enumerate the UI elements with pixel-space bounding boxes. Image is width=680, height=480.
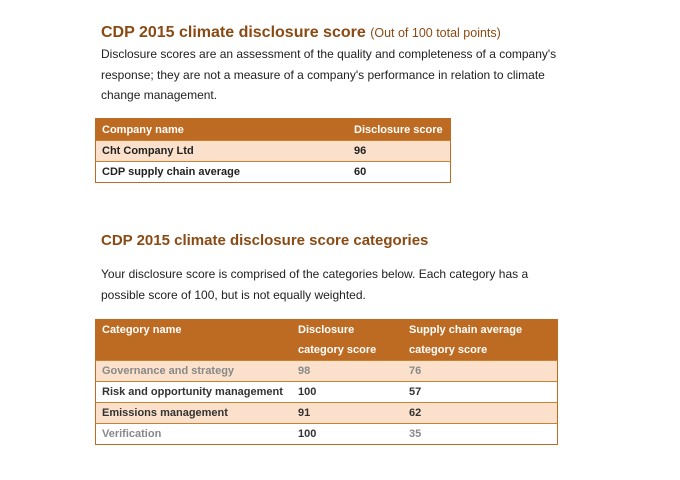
category-name-cell: Risk and opportunity management <box>95 381 292 403</box>
score-heading: CDP 2015 climate disclosure score (Out o… <box>101 24 501 42</box>
disclosure-score-table: Company name Disclosure score Cht Compan… <box>95 118 451 183</box>
column-header-supply-line1: Supply chain average <box>409 324 523 336</box>
score-cell: 60 <box>348 161 451 183</box>
company-name-cell: Cht Company Ltd <box>95 140 348 162</box>
category-score-cell: 98 <box>292 360 403 382</box>
category-name-cell: Governance and strategy <box>95 360 292 382</box>
column-header-supply-line2: category score <box>409 344 488 356</box>
table-row: Governance and strategy 98 76 <box>95 360 558 382</box>
column-header-disclosure: Disclosure category score <box>292 319 403 361</box>
categories-heading: CDP 2015 climate disclosure score catego… <box>101 232 429 249</box>
score-heading-subtitle: (Out of 100 total points) <box>370 26 501 40</box>
score-cell: 96 <box>348 140 451 162</box>
category-score-cell: 100 <box>292 423 403 445</box>
category-score-cell: 91 <box>292 402 403 424</box>
supply-average-cell: 57 <box>403 381 558 403</box>
supply-average-cell: 35 <box>403 423 558 445</box>
column-header-supply-average: Supply chain average category score <box>403 319 558 361</box>
column-header-disclosure-line2: category score <box>298 344 377 356</box>
table-row: Risk and opportunity management 100 57 <box>95 381 558 403</box>
column-header-category: Category name <box>95 319 292 361</box>
supply-average-cell: 76 <box>403 360 558 382</box>
table-row: Verification 100 35 <box>95 423 558 445</box>
table-row: Emissions management 91 62 <box>95 402 558 424</box>
category-score-cell: 100 <box>292 381 403 403</box>
table-row: CDP supply chain average 60 <box>95 161 451 183</box>
category-name-cell: Emissions management <box>95 402 292 424</box>
categories-intro-text: Your disclosure score is comprised of th… <box>101 267 529 302</box>
table-header-row: Company name Disclosure score <box>95 118 451 141</box>
category-score-table: Category name Disclosure category score … <box>95 319 558 445</box>
column-header-disclosure-line1: Disclosure <box>298 324 355 336</box>
column-header-score: Disclosure score <box>348 118 451 141</box>
score-intro-text: Disclosure scores are an assessment of t… <box>101 47 557 102</box>
supply-average-cell: 62 <box>403 402 558 424</box>
category-name-cell: Verification <box>95 423 292 445</box>
table-row: Cht Company Ltd 96 <box>95 140 451 162</box>
column-header-company: Company name <box>95 118 348 141</box>
score-heading-title: CDP 2015 climate disclosure score <box>101 24 366 41</box>
table-header-row: Category name Disclosure category score … <box>95 319 558 361</box>
company-name-cell: CDP supply chain average <box>95 161 348 183</box>
